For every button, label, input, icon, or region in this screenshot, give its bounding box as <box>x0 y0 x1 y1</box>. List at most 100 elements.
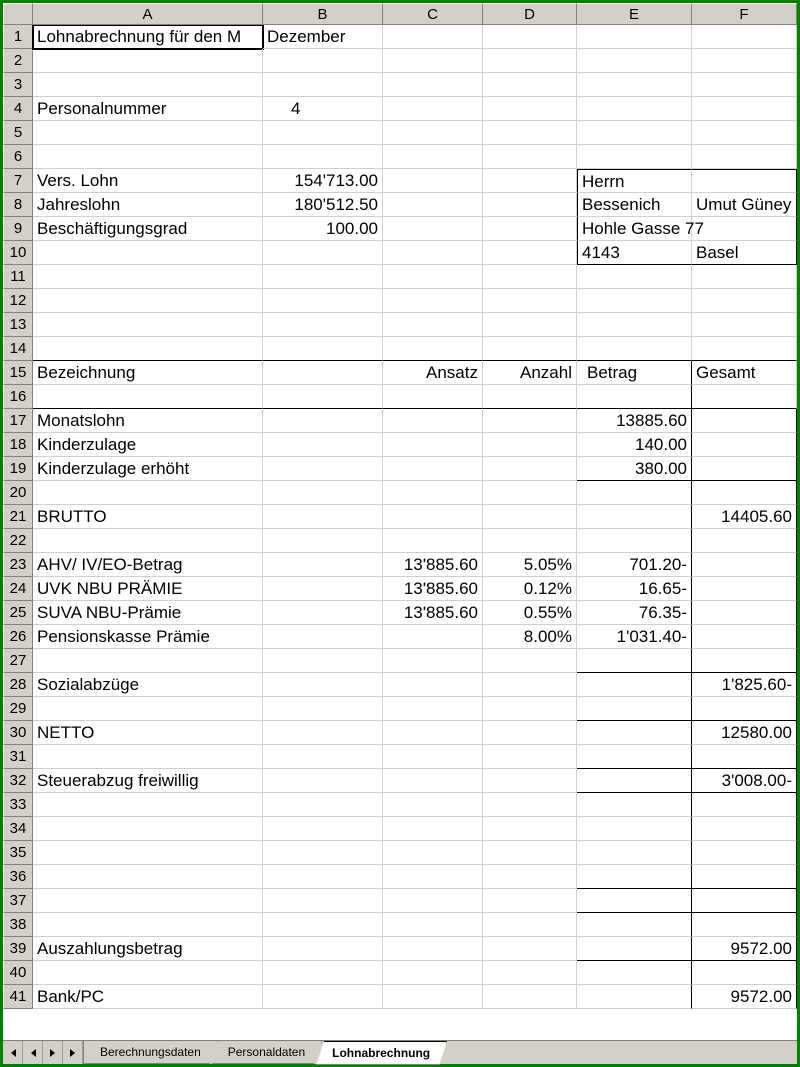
cell-E8[interactable]: Bessenich <box>577 193 692 217</box>
cell[interactable] <box>577 985 692 1009</box>
cell-A15[interactable]: Bezeichnung <box>33 361 263 385</box>
cell[interactable] <box>383 217 483 241</box>
cell[interactable] <box>577 937 692 961</box>
cell[interactable] <box>692 793 797 817</box>
cell[interactable] <box>33 961 263 985</box>
cell[interactable] <box>263 73 383 97</box>
cell[interactable] <box>33 745 263 769</box>
cell[interactable] <box>263 889 383 913</box>
row-header[interactable]: 20 <box>3 481 33 505</box>
row-header[interactable]: 25 <box>3 601 33 625</box>
cell[interactable] <box>383 817 483 841</box>
row-header[interactable]: 38 <box>3 913 33 937</box>
cell[interactable] <box>577 313 692 337</box>
cell-A17[interactable]: Monatslohn <box>33 409 263 433</box>
cell[interactable] <box>263 865 383 889</box>
row-header[interactable]: 21 <box>3 505 33 529</box>
cell[interactable] <box>577 841 692 865</box>
cell[interactable] <box>577 961 692 985</box>
cell[interactable] <box>483 769 577 793</box>
cell[interactable] <box>692 457 797 481</box>
cell[interactable] <box>577 145 692 169</box>
cell[interactable] <box>483 457 577 481</box>
cell-E7[interactable]: Herrn <box>577 169 692 193</box>
sheet-tab[interactable]: Personaldaten <box>212 1041 322 1064</box>
sheet-tab[interactable]: Berechnungsdaten <box>84 1041 218 1064</box>
cell[interactable] <box>383 625 483 649</box>
cell[interactable] <box>263 505 383 529</box>
cell-E23[interactable]: 701.20- <box>577 553 692 577</box>
cell[interactable] <box>33 865 263 889</box>
cell[interactable] <box>483 121 577 145</box>
cell[interactable] <box>483 409 577 433</box>
row-header[interactable]: 16 <box>3 385 33 409</box>
cell[interactable] <box>483 817 577 841</box>
cell[interactable] <box>263 841 383 865</box>
row-header[interactable]: 3 <box>3 73 33 97</box>
cell[interactable] <box>383 97 483 121</box>
row-header[interactable]: 5 <box>3 121 33 145</box>
cell[interactable] <box>483 937 577 961</box>
cell[interactable] <box>483 73 577 97</box>
cell[interactable] <box>383 25 483 49</box>
cell-A8[interactable]: Jahreslohn <box>33 193 263 217</box>
cell[interactable] <box>692 841 797 865</box>
tab-nav-prev-icon[interactable] <box>23 1041 43 1064</box>
cell[interactable] <box>483 985 577 1009</box>
cell-A7[interactable]: Vers. Lohn <box>33 169 263 193</box>
cell[interactable] <box>577 721 692 745</box>
cell-D24[interactable]: 0.12% <box>483 577 577 601</box>
cell[interactable] <box>383 793 483 817</box>
row-header[interactable]: 9 <box>3 217 33 241</box>
row-header[interactable]: 6 <box>3 145 33 169</box>
cell[interactable] <box>33 649 263 673</box>
cell[interactable] <box>483 193 577 217</box>
cell[interactable] <box>692 913 797 937</box>
cell[interactable] <box>383 937 483 961</box>
cell[interactable] <box>33 529 263 553</box>
cell-C23[interactable]: 13'885.60 <box>383 553 483 577</box>
cell-E9[interactable]: Hohle Gasse 77 <box>577 217 692 241</box>
cell[interactable] <box>263 553 383 577</box>
row-header[interactable]: 12 <box>3 289 33 313</box>
cell[interactable] <box>33 265 263 289</box>
cell[interactable] <box>33 697 263 721</box>
cell[interactable] <box>263 481 383 505</box>
cell-A25[interactable]: SUVA NBU-Prämie <box>33 601 263 625</box>
cell[interactable] <box>692 337 797 361</box>
cell[interactable] <box>692 625 797 649</box>
cell[interactable] <box>383 289 483 313</box>
cell-A30[interactable]: NETTO <box>33 721 263 745</box>
cell[interactable] <box>577 769 692 793</box>
cell[interactable] <box>692 433 797 457</box>
select-all-corner[interactable] <box>3 3 33 25</box>
cell[interactable] <box>383 721 483 745</box>
cell-A1[interactable]: Lohnabrechnung für den M <box>33 25 263 49</box>
cell-F21[interactable]: 14405.60 <box>692 505 797 529</box>
cell[interactable] <box>483 313 577 337</box>
cell[interactable] <box>577 289 692 313</box>
cell[interactable] <box>383 505 483 529</box>
cell[interactable] <box>483 889 577 913</box>
cell[interactable] <box>263 145 383 169</box>
cell[interactable] <box>483 145 577 169</box>
cell[interactable] <box>383 889 483 913</box>
cell-A32[interactable]: Steuerabzug freiwillig <box>33 769 263 793</box>
cell[interactable] <box>483 841 577 865</box>
cell[interactable] <box>483 649 577 673</box>
tab-nav-next-icon[interactable] <box>43 1041 63 1064</box>
cell[interactable] <box>692 25 797 49</box>
cell-D15[interactable]: Anzahl <box>483 361 577 385</box>
cell[interactable] <box>263 361 383 385</box>
cell[interactable] <box>263 673 383 697</box>
cell[interactable] <box>483 49 577 73</box>
col-header-C[interactable]: C <box>383 3 483 25</box>
cell[interactable] <box>483 385 577 409</box>
cell[interactable] <box>577 817 692 841</box>
cell-F39[interactable]: 9572.00 <box>692 937 797 961</box>
cell[interactable] <box>692 481 797 505</box>
cell[interactable] <box>577 745 692 769</box>
cell[interactable] <box>692 865 797 889</box>
cell[interactable] <box>383 73 483 97</box>
cell[interactable] <box>263 409 383 433</box>
